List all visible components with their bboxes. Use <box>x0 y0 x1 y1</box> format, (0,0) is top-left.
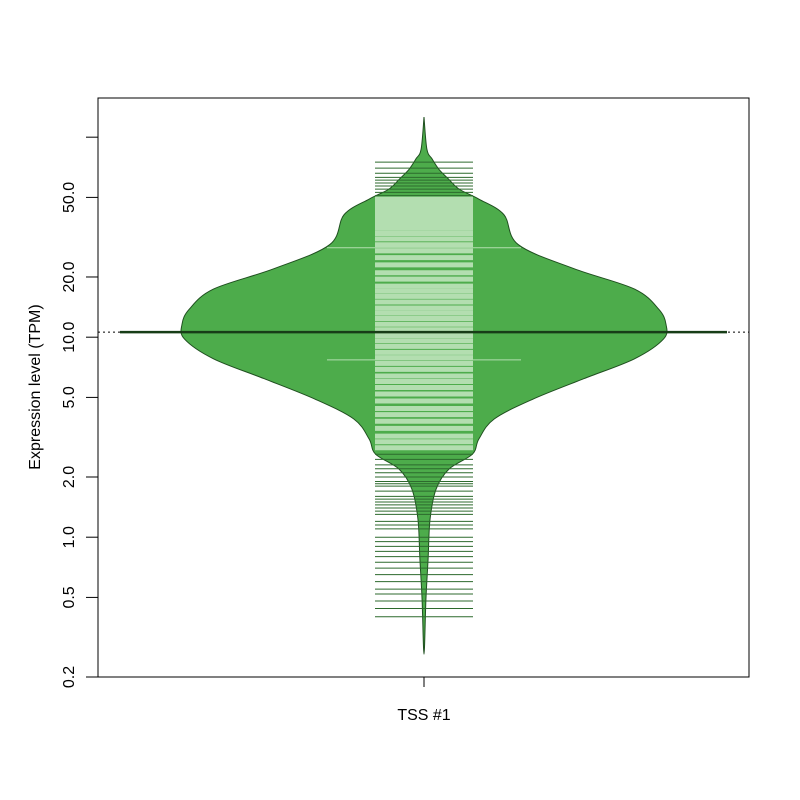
y-tick-label: 50.0 <box>61 182 78 213</box>
y-tick-label: 20.0 <box>61 261 78 292</box>
x-tick-label: TSS #1 <box>397 707 450 724</box>
y-tick-label: 0.5 <box>61 586 78 608</box>
y-axis-title: Expression level (TPM) <box>27 304 44 469</box>
y-tick-label: 5.0 <box>61 386 78 408</box>
y-tick-label: 2.0 <box>61 466 78 488</box>
y-tick-label: 1.0 <box>61 526 78 548</box>
y-tick-label: 10.0 <box>61 322 78 353</box>
y-tick-label: 0.2 <box>61 666 78 688</box>
